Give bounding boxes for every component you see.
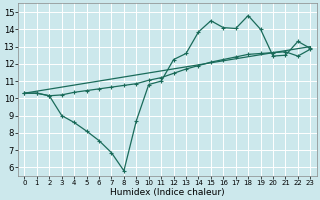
X-axis label: Humidex (Indice chaleur): Humidex (Indice chaleur) bbox=[110, 188, 225, 197]
